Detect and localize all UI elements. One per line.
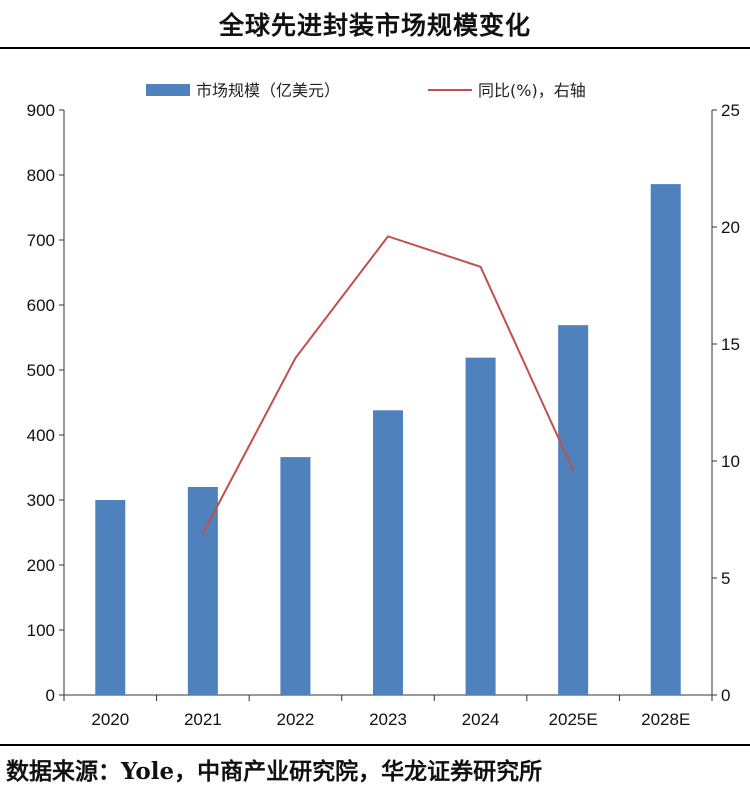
bar [280,457,311,695]
bar [187,487,218,695]
x-tick-label: 2024 [462,710,500,729]
source-divider [0,744,750,746]
bar [650,184,681,695]
x-tick-label: 2021 [184,710,222,729]
title-divider [0,47,750,49]
legend-line-label: 同比(%)，右轴 [478,81,586,100]
y-left-tick-label: 600 [27,296,55,315]
y-right-tick-label: 5 [721,569,730,588]
y-left-tick-label: 100 [27,621,55,640]
y-left-tick-label: 700 [27,231,55,250]
x-tick-label: 2023 [369,710,407,729]
y-left-tick-label: 800 [27,166,55,185]
legend-bar-label: 市场规模（亿美元） [196,81,340,100]
y-right-tick-label: 10 [721,452,740,471]
bar [373,410,403,695]
legend-bar-swatch [146,84,190,96]
y-right-tick-label: 15 [721,335,740,354]
y-left-tick-label: 300 [27,491,55,510]
chart-title: 全球先进封装市场规模变化 [218,11,531,40]
source-note: 数据来源：Yole，中商产业研究院，华龙证券研究所 [6,758,543,785]
bar [558,325,589,695]
y-left-tick-label: 0 [46,686,55,705]
chart-svg: 0 100 200 300 400 500 600 700 800 900 0 5 10 15 20 25 20… [27,81,740,729]
y-left-tick-label: 200 [27,556,55,575]
x-tick-label: 2025E [549,710,598,729]
x-tick-label: 2020 [91,710,129,729]
y-right-tick-label: 20 [721,218,740,237]
x-tick-label: 2022 [277,710,315,729]
y-left-tick-label: 500 [27,361,55,380]
bar [95,500,126,695]
bar [465,357,496,695]
y-left-tick-label: 900 [27,101,55,120]
x-tick-label: 2028E [641,710,690,729]
y-right-tick-label: 25 [721,101,740,120]
y-right-tick-label: 0 [721,686,730,705]
y-left-tick-label: 400 [27,426,55,445]
